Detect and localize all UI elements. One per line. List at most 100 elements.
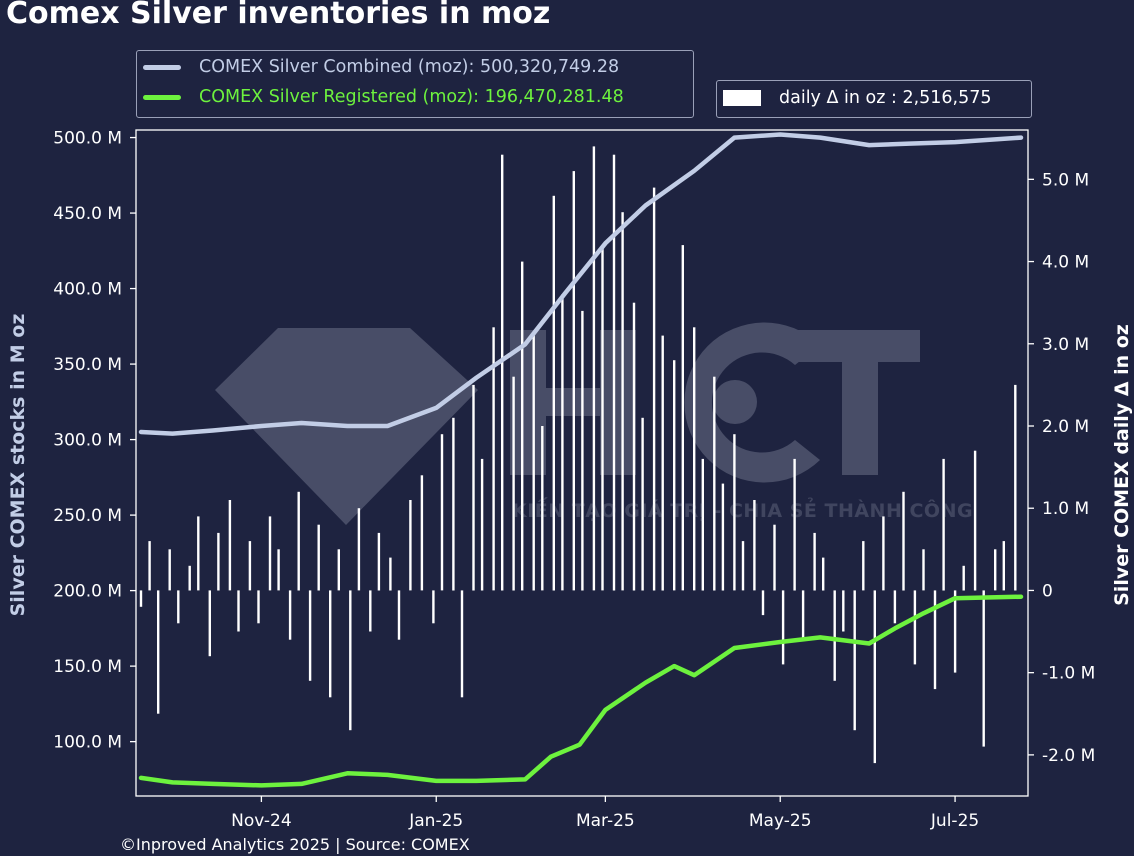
delta-bar [168, 549, 171, 591]
delta-bar [922, 549, 925, 591]
delta-bar [822, 557, 825, 591]
delta-bar [420, 475, 424, 591]
delta-bar [873, 590, 876, 764]
delta-bar [1002, 541, 1005, 591]
legend-item-registered: COMEX Silver Registered (moz): 196,470,2… [143, 87, 624, 107]
delta-bar [973, 450, 977, 591]
legend-lines: COMEX Silver Combined (moz): 500,320,749… [136, 50, 694, 118]
left-axis-label: Silver COMEX stocks in M oz [7, 314, 29, 617]
delta-bar [721, 483, 725, 591]
delta-bar [480, 458, 484, 591]
delta-bar [317, 524, 320, 591]
right-tick-label: 5.0 M [1042, 170, 1089, 190]
plot-frame [135, 129, 1029, 797]
delta-bar [248, 541, 252, 591]
delta-bar [853, 590, 856, 731]
delta-bar [541, 426, 544, 591]
delta-bar [1014, 384, 1017, 591]
left-tick-label: 450.0 M [53, 204, 122, 224]
combined-swatch [143, 64, 181, 70]
left-tick-label: 200.0 M [53, 582, 122, 602]
delta-bar [397, 590, 401, 640]
delta-bar [882, 516, 885, 591]
delta-bar [460, 590, 464, 698]
delta-bar [512, 376, 515, 591]
watermark-tagline: KIẾN TẠO GIÁ TRỊ - CHIA SẺ THÀNH CÔNG [512, 500, 974, 522]
delta-bar [228, 500, 232, 591]
delta-bar [693, 327, 696, 591]
delta-bar [139, 590, 143, 607]
left-tick-label: 500.0 M [53, 129, 122, 149]
delta-bar [237, 590, 240, 632]
right-axis: -2.0 M -1.0 M 0 1.0 M 2.0 M 3.0 M 4.0 M 5.0 M [1028, 170, 1095, 766]
delta-bar [532, 335, 535, 591]
delta-bar [472, 384, 475, 591]
delta-bar [369, 590, 372, 632]
right-tick-label: -2.0 M [1042, 746, 1095, 766]
delta-bar [913, 590, 917, 665]
delta-bar [982, 590, 985, 747]
left-tick-label: 150.0 M [53, 657, 122, 677]
delta-bar [257, 590, 260, 624]
delta-bar [761, 590, 765, 616]
x-axis: Nov-24 Jan-25 Mar-25 May-25 Jul-25 [231, 796, 979, 831]
legend-registered-label: COMEX Silver Registered (moz): 196,470,2… [199, 87, 624, 107]
delta-bar [813, 532, 816, 591]
delta-bar [632, 302, 636, 591]
legend-item-delta: daily Δ in oz : 2,516,575 [723, 88, 992, 108]
delta-bar [349, 590, 352, 731]
right-tick-label: 2.0 M [1042, 417, 1089, 437]
left-tick-label: 300.0 M [53, 431, 122, 451]
right-tick-label: 1.0 M [1042, 499, 1089, 519]
x-tick-label: May-25 [749, 811, 812, 831]
x-tick-label: Mar-25 [576, 811, 635, 831]
delta-bar [862, 541, 865, 591]
delta-bar [781, 590, 785, 665]
delta-bar [621, 212, 624, 591]
delta-bar [288, 590, 292, 640]
delta-bar [521, 261, 524, 591]
delta-bar [842, 590, 845, 632]
delta-bar [713, 376, 716, 591]
delta-bar [277, 549, 280, 591]
x-tick-label: Jul-25 [930, 811, 979, 831]
delta-bar [652, 187, 656, 591]
left-tick-label: 350.0 M [53, 355, 122, 375]
delta-bar [581, 310, 584, 591]
left-tick-label: 400.0 M [53, 280, 122, 300]
right-tick-label: 4.0 M [1042, 253, 1089, 273]
delta-bar [452, 417, 455, 591]
legend-combined-label: COMEX Silver Combined (moz): 500,320,749… [199, 57, 620, 77]
delta-bar [773, 524, 776, 591]
delta-bar [268, 516, 272, 591]
delta-bar [893, 590, 897, 624]
delta-bar [389, 557, 392, 591]
delta-bar [753, 500, 756, 591]
delta-bar [733, 434, 736, 591]
combined-line [138, 132, 1024, 436]
inventory-lines [138, 132, 1024, 788]
delta-bar [942, 458, 945, 591]
delta-bar [188, 565, 191, 591]
right-tick-label: 3.0 M [1042, 335, 1089, 355]
delta-bar [308, 590, 312, 681]
delta-bar [208, 590, 211, 657]
delta-bar [440, 434, 444, 591]
delta-bar [148, 541, 151, 591]
delta-bar [561, 294, 564, 591]
left-tick-label: 100.0 M [53, 733, 122, 753]
delta-bar [994, 549, 997, 591]
legend-bars: daily Δ in oz : 2,516,575 [716, 80, 1032, 118]
delta-bar [793, 458, 796, 591]
delta-bar [962, 565, 965, 591]
delta-bar [409, 500, 412, 591]
delta-bar [592, 146, 596, 591]
delta-bar [492, 327, 495, 591]
delta-bar [661, 335, 664, 591]
legend-item-combined: COMEX Silver Combined (moz): 500,320,749… [143, 57, 619, 77]
delta-bar [337, 549, 340, 591]
delta-bar [357, 508, 361, 591]
delta-bar [157, 590, 160, 714]
delta-bar [902, 491, 905, 591]
